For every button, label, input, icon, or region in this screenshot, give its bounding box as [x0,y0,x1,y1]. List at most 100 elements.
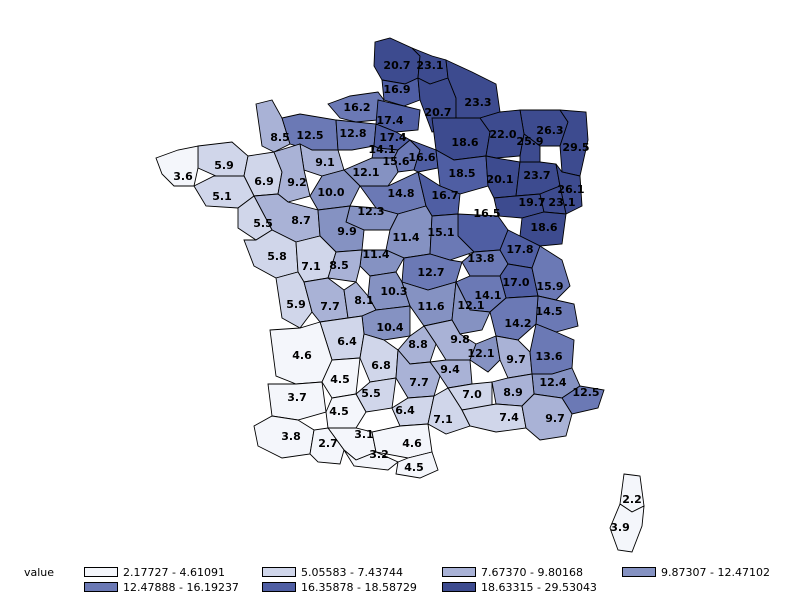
department-value-label: 2.2 [622,493,642,506]
department-value-label: 7.7 [320,300,340,313]
legend-label: 18.63315 - 29.53043 [481,580,597,594]
department-value-label: 7.1 [301,260,321,273]
department-value-label: 5.5 [253,217,273,230]
department-value-label: 4.6 [292,349,312,362]
department-value-label: 23.1 [416,59,443,72]
department-value-label: 5.8 [267,250,287,263]
legend-swatch [84,582,118,592]
department-value-label: 3.2 [369,448,389,461]
department-value-label: 10.3 [380,285,407,298]
department-value-label: 26.3 [536,124,563,137]
legend-item: 12.47888 - 16.19237 [84,580,239,594]
department-value-label: 8.7 [291,214,311,227]
department-value-label: 18.6 [451,136,478,149]
legend-item: 18.63315 - 29.53043 [442,580,597,594]
department-value-label: 5.9 [214,159,234,172]
department-value-label: 3.1 [354,428,374,441]
department-value-label: 9.1 [315,156,335,169]
legend-item: 9.87307 - 12.47102 [622,565,770,579]
department-value-label: 9.7 [506,353,526,366]
department-value-label: 8.1 [354,294,374,307]
department-value-label: 2.7 [318,437,338,450]
legend-swatch [262,582,296,592]
department-value-label: 9.2 [287,176,307,189]
department-region [529,323,575,375]
legend-item: 7.67370 - 9.80168 [442,565,583,579]
department-value-label: 20.7 [424,106,451,119]
legend-label: 2.17727 - 4.61091 [123,565,225,579]
department-value-label: 12.1 [467,347,494,360]
department-value-label: 13.6 [535,350,562,363]
department-value-label: 4.6 [402,437,422,450]
department-value-label: 6.9 [254,175,274,188]
department-value-label: 17.4 [379,131,406,144]
department-value-label: 8.8 [408,338,428,351]
department-value-label: 4.5 [329,405,349,418]
department-value-label: 10.0 [317,186,344,199]
legend-swatch [442,582,476,592]
department-value-label: 12.8 [339,127,366,140]
department-value-label: 23.7 [523,169,550,182]
legend-label: 7.67370 - 9.80168 [481,565,583,579]
department-value-label: 12.7 [417,266,444,279]
department-value-label: 17.4 [376,114,403,127]
department-value-label: 4.5 [330,373,350,386]
department-region [521,393,573,441]
legend-label: 5.05583 - 7.43744 [301,565,403,579]
department-region [155,145,199,187]
department-region [395,451,439,479]
department-value-label: 5.5 [361,387,381,400]
department-value-label: 9.7 [545,412,565,425]
legend-swatch [262,567,296,577]
department-value-label: 15.6 [382,155,409,168]
department-value-label: 13.8 [467,252,494,265]
department-value-label: 18.5 [448,167,475,180]
department-value-label: 16.2 [343,101,370,114]
department-region [273,143,311,203]
department-value-label: 6.4 [337,335,357,348]
legend-item: 2.17727 - 4.61091 [84,565,225,579]
department-value-label: 23.1 [548,196,575,209]
department-value-label: 3.9 [610,521,630,534]
department-value-label: 14.2 [504,317,531,330]
legend-swatch [442,567,476,577]
legend: value 2.17727 - 4.61091 5.05583 - 7.43744… [0,560,800,600]
department-value-label: 15.9 [536,280,563,293]
france-choropleth-map: 20.7 23.116.916.2 20.723.38.5 12.5 12.817.41… [155,37,645,553]
department-value-label: 15.1 [427,226,454,239]
department-value-label: 11.4 [392,231,419,244]
legend-swatch [622,567,656,577]
department-value-label: 16.5 [473,207,500,220]
department-value-label: 19.7 [518,196,545,209]
department-value-label: 16.6 [408,151,435,164]
department-value-label: 6.4 [395,404,415,417]
department-value-label: 9.9 [337,225,357,238]
department-value-label: 8.5 [270,131,290,144]
department-value-label: 10.4 [376,321,403,334]
legend-label: 12.47888 - 16.19237 [123,580,239,594]
legend-label: 16.35878 - 18.58729 [301,580,417,594]
legend-label: 9.87307 - 12.47102 [661,565,770,579]
department-value-label: 12.1 [457,299,484,312]
department-value-label: 12.5 [296,129,323,142]
department-region [359,333,399,383]
department-value-label: 14.5 [535,305,562,318]
department-value-label: 9.4 [440,363,460,376]
department-value-label: 7.4 [499,411,519,424]
department-value-label: 23.3 [464,96,491,109]
department-region [469,335,501,373]
department-value-label: 20.7 [383,59,410,72]
departments-layer [155,37,645,553]
department-value-label: 29.5 [562,141,589,154]
department-value-label: 14.1 [474,289,501,302]
department-value-label: 6.8 [371,359,391,372]
department-value-label: 18.6 [530,221,557,234]
department-value-label: 26.1 [557,183,584,196]
department-value-label: 14.8 [387,187,414,200]
legend-title: value [24,566,55,579]
department-value-label: 3.8 [281,430,301,443]
legend-swatch [84,567,118,577]
department-value-label: 20.1 [486,173,513,186]
legend-item: 16.35878 - 18.58729 [262,580,417,594]
department-labels-layer: 20.7 23.116.916.2 20.723.38.5 12.5 12.817.41… [173,59,642,534]
